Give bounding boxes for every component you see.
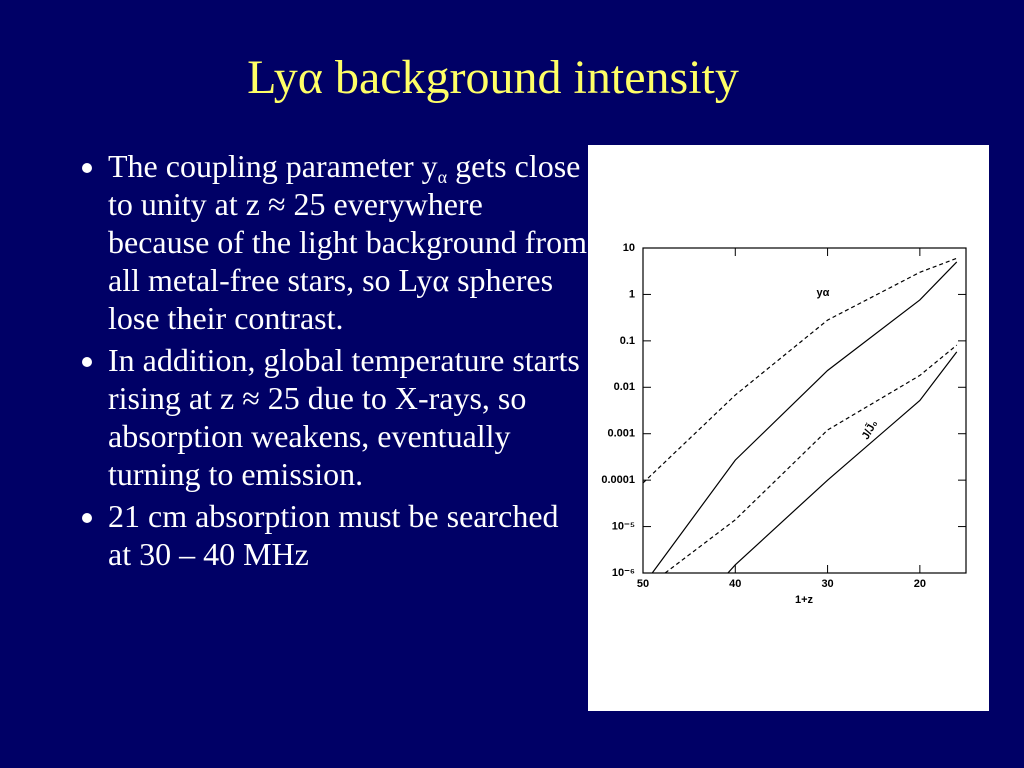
bullet-subscript: α <box>437 167 448 187</box>
y-tick-label: 10⁻⁵ <box>612 520 635 532</box>
bullet-list: The coupling parameter yα gets close to … <box>74 147 588 577</box>
x-tick-label: 40 <box>729 578 741 590</box>
x-tick-label: 20 <box>914 578 926 590</box>
slide-title: Lyα background intensity <box>247 51 739 104</box>
bullet: In addition, global temperature starts r… <box>108 341 588 493</box>
chart: 1+z yα J/J̃₀ 1010.10.010.0010.000110⁻⁵10… <box>588 145 989 711</box>
bullet: The coupling parameter yα gets close to … <box>108 147 588 337</box>
x-tick-label: 50 <box>637 578 649 590</box>
series-line <box>727 351 958 574</box>
y-tick-label: 10⁻⁶ <box>612 567 635 579</box>
y-tick-label: 0.01 <box>614 381 635 393</box>
bullet-text: gets close to unity at z ≈ 25 everywhere… <box>108 148 587 336</box>
series-line <box>651 261 958 574</box>
bullet: 21 cm absorption must be searched at 30 … <box>108 497 588 573</box>
x-tick-label: 30 <box>821 578 833 590</box>
y-tick-label: 0.1 <box>620 335 635 347</box>
y-tick-label: 10 <box>623 242 635 254</box>
y-tick-label: 0.001 <box>607 428 635 440</box>
plot-frame <box>642 247 967 574</box>
series-line <box>664 344 958 574</box>
bullet-text: The coupling parameter y <box>108 148 438 184</box>
series-line <box>642 257 957 484</box>
y-tick-label: 0.0001 <box>601 474 635 486</box>
annotation: yα <box>817 287 830 299</box>
y-tick-label: 1 <box>629 288 635 300</box>
x-axis-label: 1+z <box>795 594 814 606</box>
